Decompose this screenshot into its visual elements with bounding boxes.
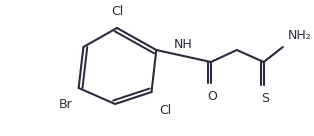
Text: NH: NH (174, 38, 192, 51)
Text: NH₂: NH₂ (288, 29, 311, 42)
Text: Cl: Cl (111, 5, 123, 18)
Text: Cl: Cl (159, 104, 171, 117)
Text: O: O (207, 90, 217, 103)
Text: S: S (261, 92, 269, 105)
Text: Br: Br (59, 98, 73, 111)
